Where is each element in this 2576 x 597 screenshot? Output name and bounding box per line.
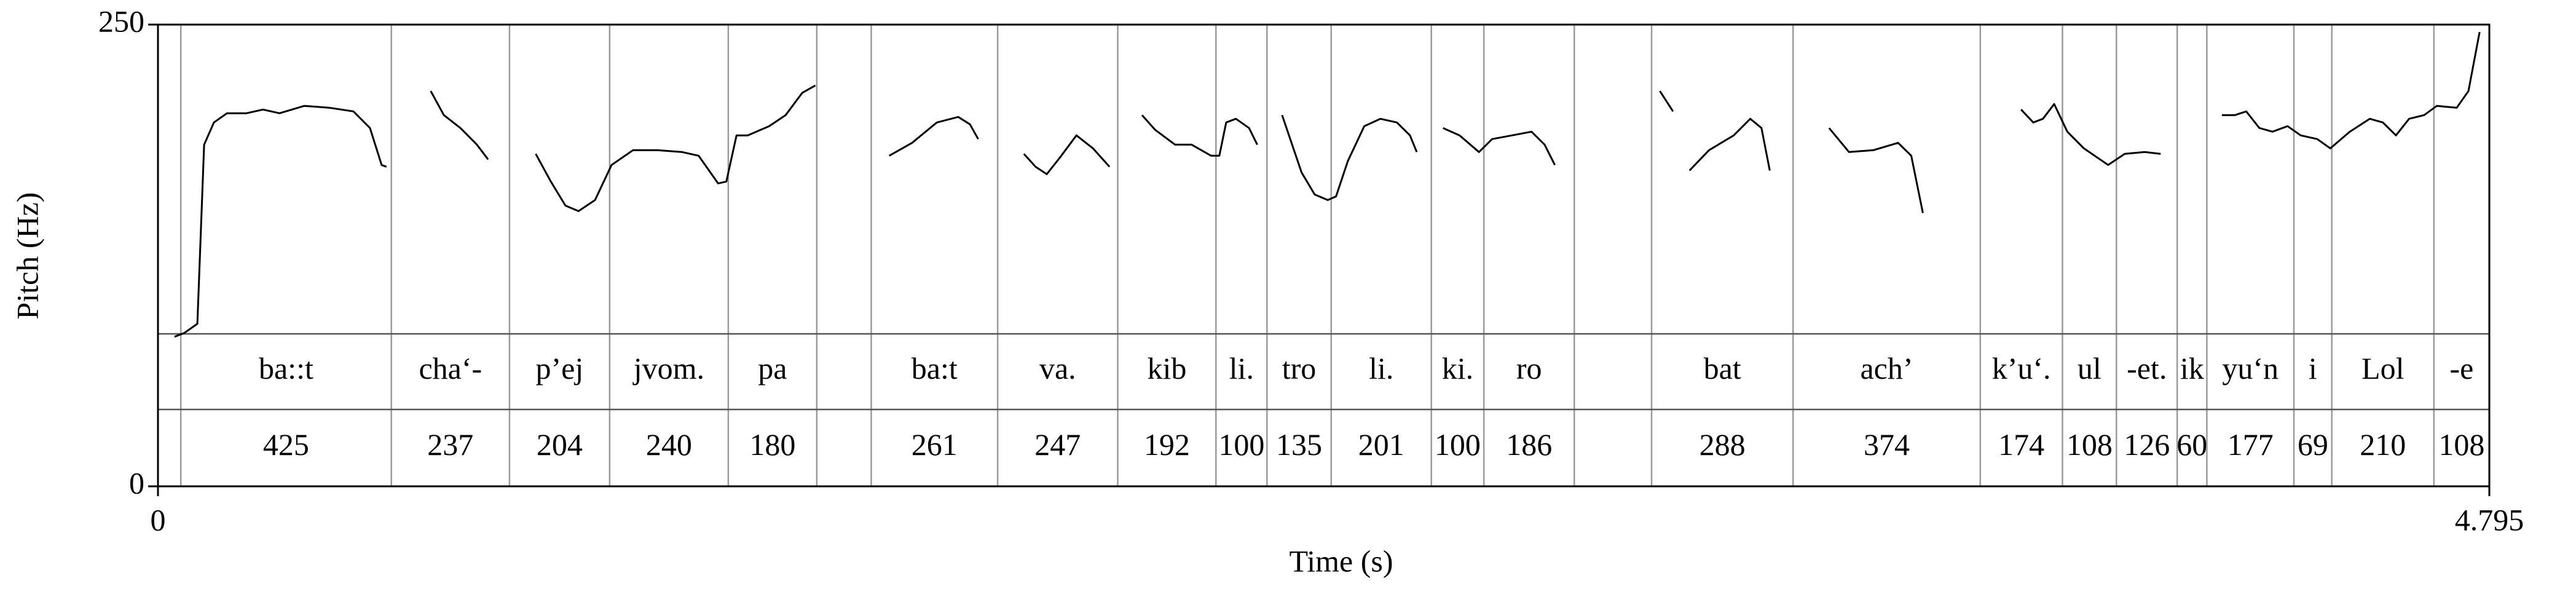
interval-label: bat: [1704, 351, 1741, 385]
interval-label: kib: [1147, 351, 1186, 385]
interval-duration: 177: [2227, 427, 2274, 462]
interval-label: pa: [758, 351, 787, 385]
interval-label: ro: [1516, 351, 1542, 385]
pitch-curve: [174, 31, 2481, 338]
interval-duration: 374: [1864, 427, 1910, 462]
interval-duration: 288: [1700, 427, 1746, 462]
y-axis-label: Pitch (Hz): [10, 192, 44, 320]
interval-label: tro: [1282, 351, 1317, 385]
interval-label: -e: [2449, 351, 2473, 385]
interval-duration: 204: [537, 427, 583, 462]
interval-duration: 100: [1218, 427, 1264, 462]
interval-duration: 425: [263, 427, 309, 462]
interval-duration: 210: [2360, 427, 2406, 462]
interval-label: ki.: [1442, 351, 1473, 385]
interval-duration: 192: [1144, 427, 1190, 462]
x-axis-label: Time (s): [1289, 544, 1393, 578]
x-tick-label: 0: [151, 502, 166, 537]
interval-duration: 247: [1034, 427, 1081, 462]
interval-duration: 240: [646, 427, 692, 462]
interval-duration: 237: [427, 427, 473, 462]
interval-label: ul: [2078, 351, 2101, 385]
interval-label: Lol: [2361, 351, 2404, 385]
interval-label: jvom.: [632, 351, 704, 385]
interval-label: va.: [1039, 351, 1076, 385]
interval-label: li.: [1369, 351, 1393, 385]
y-tick-label: 0: [129, 465, 144, 500]
plot-frame: [157, 23, 2491, 488]
x-tick-label: 4.795: [2455, 502, 2524, 537]
interval-label: cha‘-: [419, 351, 482, 385]
interval-duration: 69: [2298, 427, 2328, 462]
interval-label: li.: [1229, 351, 1254, 385]
interval-duration: 261: [912, 427, 958, 462]
interval-duration: 186: [1506, 427, 1552, 462]
interval-label: -et.: [2127, 351, 2167, 385]
interval-label: ach’: [1860, 351, 1913, 385]
interval-label: ba::t: [259, 351, 313, 385]
interval-label: i: [2309, 351, 2317, 385]
interval-duration: 201: [1358, 427, 1404, 462]
interval-duration: 108: [2438, 427, 2484, 462]
y-tick-label: 250: [98, 4, 144, 38]
interval-duration: 126: [2124, 427, 2170, 462]
interval-duration: 180: [749, 427, 795, 462]
interval-label: ba:t: [912, 351, 958, 385]
interval-label: k’u‘.: [1992, 351, 2051, 385]
interval-duration: 60: [2176, 427, 2207, 462]
interval-duration: 135: [1276, 427, 1322, 462]
interval-label: p’ej: [536, 351, 584, 385]
interval-label: yu‘n: [2222, 351, 2279, 385]
interval-label: ik: [2180, 351, 2204, 385]
interval-duration: 108: [2066, 427, 2113, 462]
interval-duration: 100: [1435, 427, 1481, 462]
interval-duration: 174: [1998, 427, 2044, 462]
